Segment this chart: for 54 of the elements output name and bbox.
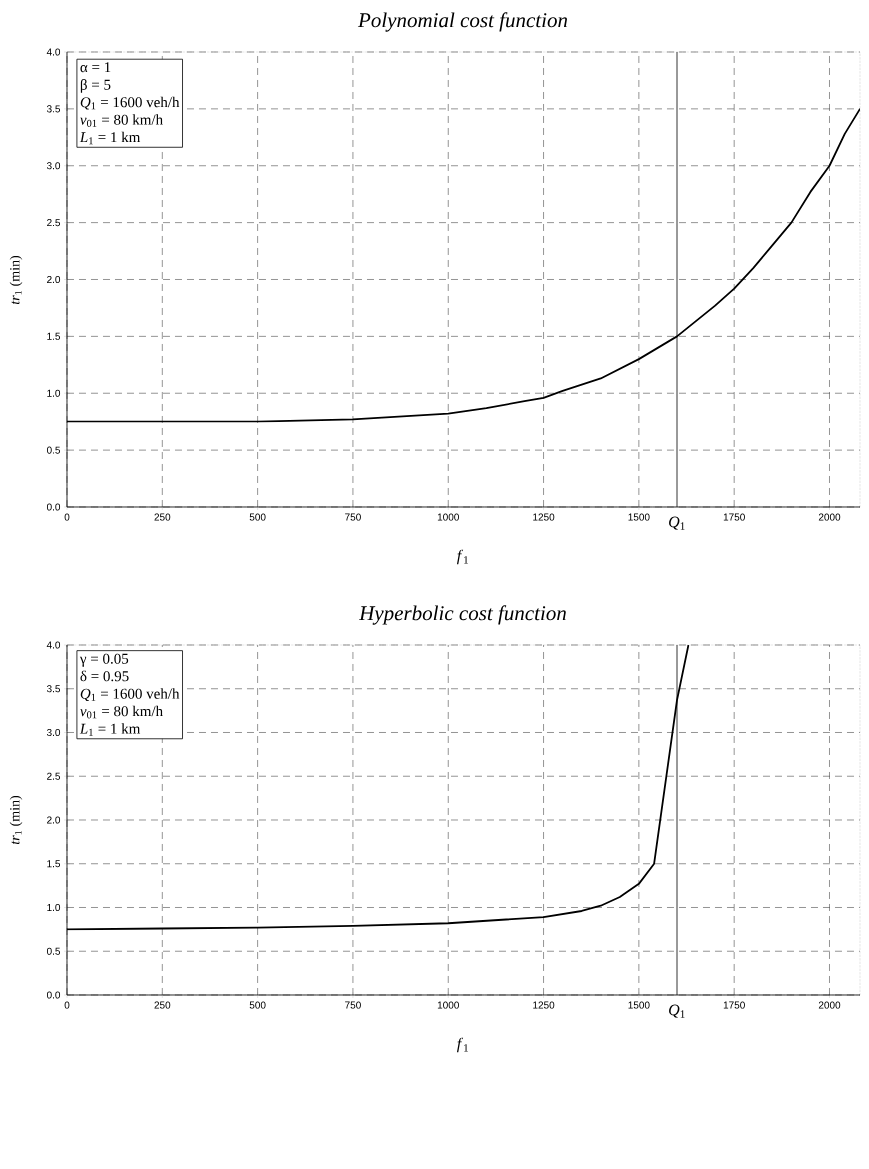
y-tick-label: 3.5 (46, 685, 61, 693)
x-tick-label: 1000 (437, 1001, 459, 1009)
x-tick-label: 250 (154, 513, 171, 521)
y-tick-label: 1.0 (47, 389, 61, 397)
annotation: v$_{01}$ = 80 km/h (80, 705, 163, 719)
annotation: γ = 0.05 (79, 653, 129, 667)
x-tick-label: 500 (249, 1001, 266, 1009)
chart-title: Polynomial cost function (357, 12, 568, 32)
x-tick-label: 0 (64, 513, 70, 521)
chart-title: Hyperbolic cost function (358, 605, 566, 625)
y-tick-label: 4.0 (46, 48, 61, 56)
x-tick-label: 2000 (818, 1001, 841, 1009)
x-tick-label: 1750 (723, 513, 745, 521)
annotation: v$_{01}$ = 80 km/h (80, 114, 163, 127)
y-tick-label: 1.5 (47, 332, 61, 340)
y-axis-title: tr$_{1}$ (min) (9, 255, 23, 305)
y-tick-label: 2.0 (47, 275, 61, 284)
x-tick-label: 1500 (628, 1001, 650, 1009)
annotation: β = 5 (80, 79, 111, 93)
x-tick-label: 0 (64, 1001, 70, 1009)
y-tick-label: 3.0 (46, 728, 61, 737)
x-tick-label: 1250 (533, 513, 555, 521)
x-tick-label: 1750 (723, 1001, 745, 1009)
annotation: Q$_{1}$ = 1600 veh/h (80, 96, 180, 110)
y-tick-label: 0.5 (46, 446, 61, 454)
y-tick-label: 0.5 (46, 947, 61, 955)
x-tick-label: 1000 (437, 513, 459, 521)
y-axis-title: tr$_{1}$ (min) (9, 795, 23, 845)
annotation: α = 1 (80, 62, 111, 73)
annotation: Q$_{1}$ = 1600 veh/h (80, 688, 180, 702)
y-tick-label: 2.5 (47, 219, 61, 227)
x-tick-label: 500 (249, 513, 266, 521)
x-axis-title: f$_{1}$ (456, 549, 469, 565)
x-tick-label: 2000 (818, 513, 841, 521)
x-tick-label: 750 (345, 1001, 361, 1009)
y-tick-label: 4.0 (46, 641, 61, 649)
y-tick-label: 3.5 (46, 105, 61, 113)
x-tick-label: 1500 (628, 513, 650, 521)
y-tick-label: 2.0 (47, 816, 61, 824)
y-tick-label: 1.0 (47, 903, 61, 912)
annotation: L$_{1}$ = 1 km (79, 723, 141, 736)
annotation: δ = 0.95 (80, 670, 129, 682)
y-tick-label: 1.5 (47, 860, 61, 868)
x-tick-label: 750 (345, 513, 361, 521)
y-tick-label: 3.0 (46, 162, 61, 170)
y-tick-label: 2.5 (47, 772, 61, 780)
x-axis-title: f$_{1}$ (456, 1037, 469, 1053)
x-tick-label: 1250 (533, 1001, 555, 1009)
y-tick-label: 0.0 (46, 991, 61, 999)
y-tick-label: 0.0 (46, 503, 61, 511)
annotation: L$_{1}$ = 1 km (79, 131, 141, 145)
ref-line-label: Q$_{1}$ (669, 1004, 685, 1018)
ref-line-label: Q$_{1}$ (669, 516, 685, 530)
x-tick-label: 250 (154, 1001, 171, 1009)
